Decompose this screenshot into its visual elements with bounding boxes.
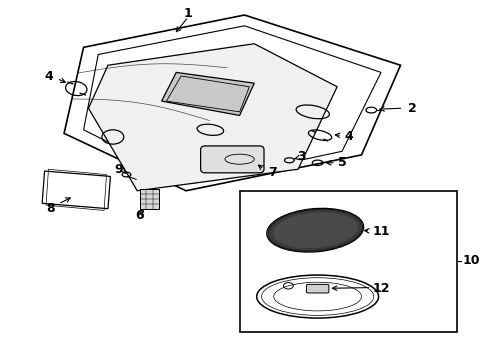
- FancyBboxPatch shape: [306, 284, 328, 293]
- Polygon shape: [88, 44, 336, 191]
- Text: 2: 2: [407, 102, 416, 115]
- Bar: [140, 189, 159, 209]
- Text: 9: 9: [115, 163, 123, 176]
- Text: 4: 4: [44, 69, 53, 82]
- Polygon shape: [161, 72, 254, 116]
- Text: 4: 4: [343, 130, 352, 143]
- FancyBboxPatch shape: [200, 146, 264, 173]
- Ellipse shape: [272, 212, 357, 248]
- Ellipse shape: [267, 209, 362, 251]
- Text: 3: 3: [297, 150, 305, 163]
- Text: 12: 12: [371, 282, 389, 295]
- Bar: [239, 191, 456, 332]
- Text: 10: 10: [462, 254, 479, 267]
- Text: 1: 1: [183, 7, 192, 20]
- Text: 8: 8: [46, 202, 55, 215]
- Text: 11: 11: [371, 225, 389, 238]
- Text: 7: 7: [267, 166, 276, 179]
- Text: 6: 6: [135, 210, 143, 222]
- Text: 5: 5: [337, 156, 346, 169]
